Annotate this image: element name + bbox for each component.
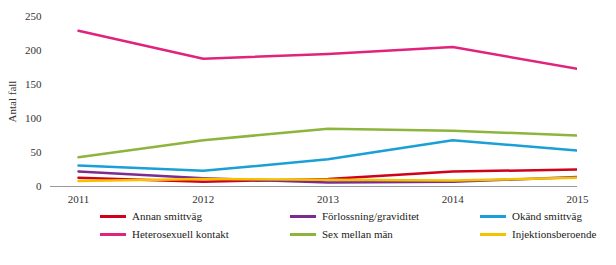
html-text:Annan smittväg: Annan smittväg <box>132 210 202 222</box>
html-text:Injektionsberoende: Injektionsberoende <box>512 228 597 240</box>
svg-text:200: 200 <box>25 44 42 56</box>
svg-text:2012: 2012 <box>192 193 214 205</box>
svg-text:0: 0 <box>36 180 42 192</box>
html-text:Sex mellan män: Sex mellan män <box>322 228 393 240</box>
svg-text:2014: 2014 <box>442 193 465 205</box>
svg-text:150: 150 <box>25 78 42 90</box>
svg-text:100: 100 <box>25 112 42 124</box>
svg-text:2013: 2013 <box>317 193 340 205</box>
svg-text:50: 50 <box>31 146 43 158</box>
svg-text:2011: 2011 <box>68 193 90 205</box>
html-text:Okänd smittväg: Okänd smittväg <box>512 210 582 222</box>
svg-text:250: 250 <box>25 10 42 22</box>
svg-text:Antal fall: Antal fall <box>6 81 18 123</box>
svg-text:2015: 2015 <box>567 193 590 205</box>
html-text:Förlossning/graviditet: Förlossning/graviditet <box>322 210 420 222</box>
html-text:Heterosexuell kontakt: Heterosexuell kontakt <box>132 228 229 240</box>
